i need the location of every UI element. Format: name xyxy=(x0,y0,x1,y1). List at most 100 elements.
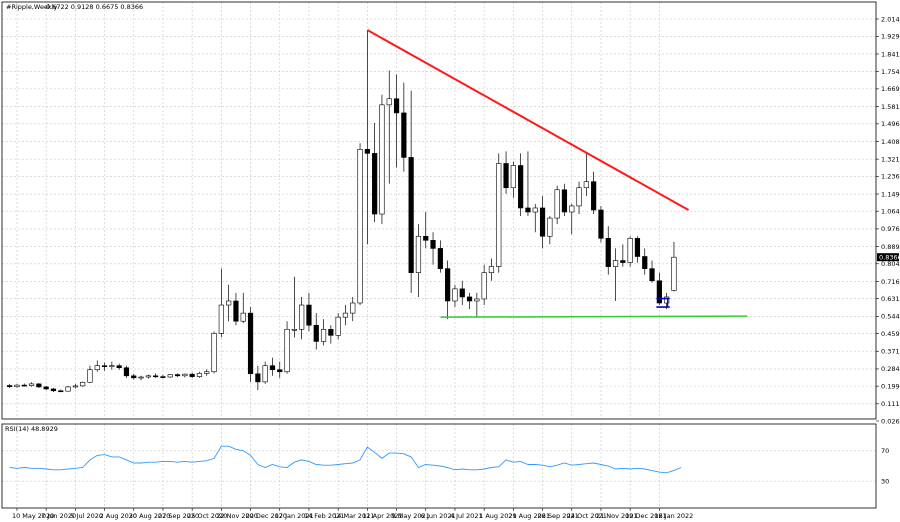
bullish-candle xyxy=(474,298,480,302)
bearish-candle xyxy=(642,256,648,269)
bullish-candle xyxy=(262,365,268,383)
price-tick-label: 1.8415 xyxy=(881,50,900,58)
bullish-candle xyxy=(320,328,327,342)
bullish-candle xyxy=(284,328,290,373)
price-tick-label: 1.1490 xyxy=(881,190,900,198)
price-tick-label: 0.7165 xyxy=(881,278,900,286)
bearish-candle xyxy=(649,268,655,282)
bullish-candle xyxy=(299,304,305,330)
rsi-level-label: 30 xyxy=(881,478,889,486)
price-tick-label: 1.6690 xyxy=(881,85,900,93)
bullish-candle xyxy=(554,189,560,219)
bullish-candle xyxy=(291,328,297,331)
bearish-candle xyxy=(7,385,13,388)
rsi-title: RSI(14) 48.8929 xyxy=(5,425,58,433)
price-tick-label: 1.4085 xyxy=(881,138,900,146)
bullish-candle xyxy=(240,312,246,322)
bearish-candle xyxy=(466,296,473,302)
price-tick-label: 0.1115 xyxy=(881,400,900,408)
bearish-candle xyxy=(313,324,319,342)
bullish-candle xyxy=(612,260,619,267)
bullish-candle xyxy=(452,288,458,302)
bearish-candle xyxy=(437,248,443,269)
rsi-level-label: 70 xyxy=(881,447,889,455)
bullish-candle xyxy=(138,376,144,379)
ohlc-readout: 0.6722 0.9128 0.6675 0.8366 xyxy=(46,3,143,11)
bullish-candle xyxy=(379,104,385,215)
time-tick-label: 10 May 2020 xyxy=(12,512,54,520)
bearish-candle xyxy=(503,163,509,189)
time-tick-label: 27 Sep 2020 xyxy=(158,512,199,520)
time-tick-label: 11 Apr 2021 xyxy=(362,512,402,520)
time-tick-label: 7 Jun 2020 xyxy=(41,512,76,520)
bullish-candle xyxy=(80,381,86,387)
price-tick-label: 1.9290 xyxy=(881,33,900,41)
time-tick-label: 24 Oct 2021 xyxy=(567,512,607,520)
current-price-box xyxy=(877,253,899,262)
bullish-candle xyxy=(65,386,71,392)
bearish-candle xyxy=(598,209,604,239)
price-tick-label: 0.3715 xyxy=(881,348,900,356)
bearish-candle xyxy=(605,238,611,267)
bullish-candle xyxy=(583,181,589,189)
bullish-candle xyxy=(226,300,232,306)
rsi-series xyxy=(9,445,682,474)
bearish-candle xyxy=(21,384,27,387)
bearish-candle xyxy=(58,390,64,393)
bearish-candle xyxy=(656,280,662,304)
price-panel-frame xyxy=(1,1,877,420)
time-tick-label: 1 Aug 2021 xyxy=(479,512,517,520)
price-tick-label: 0.0265 xyxy=(881,417,900,425)
price-axis: 2.0145 1.9290 1.8415 1.7540 1.6690 1.5815 1.49… xyxy=(876,15,900,425)
bearish-candle xyxy=(591,181,597,211)
bearish-candle xyxy=(430,240,436,249)
time-tick-label: 17 Jan 2021 xyxy=(275,512,314,520)
bearish-candle xyxy=(174,374,181,377)
bearish-candle xyxy=(43,386,49,390)
bullish-candle xyxy=(72,385,78,388)
bearish-candle xyxy=(269,365,276,371)
support-line xyxy=(440,315,747,318)
bullish-candle xyxy=(481,272,487,300)
bearish-candle xyxy=(123,367,130,377)
time-tick-label: 26 Sep 2021 xyxy=(538,512,579,520)
time-tick-label: 9 May 2021 xyxy=(392,512,430,520)
time-tick-label: 21 Nov 2021 xyxy=(596,512,638,520)
bullish-candle xyxy=(109,365,115,368)
bullish-candle xyxy=(415,235,422,273)
bearish-candle xyxy=(36,383,42,388)
bullish-candle xyxy=(627,238,633,263)
bearish-candle xyxy=(539,207,546,237)
bullish-candle xyxy=(357,149,363,304)
bearish-candle xyxy=(561,189,568,213)
bullish-candle xyxy=(569,205,575,213)
bullish-candle xyxy=(14,384,20,388)
bullish-candle xyxy=(664,296,670,304)
bullish-candle xyxy=(488,266,495,273)
rsi-grid xyxy=(2,424,876,508)
time-tick-label: 16 Jan 2022 xyxy=(654,512,693,520)
bullish-candle xyxy=(576,187,582,207)
bearish-candle xyxy=(116,365,122,369)
bearish-candle xyxy=(233,300,239,322)
bearish-candle xyxy=(131,375,137,379)
price-tick-label: 0.9765 xyxy=(881,225,900,233)
bullish-candle xyxy=(671,256,677,291)
bullish-candle xyxy=(350,302,356,314)
bullish-candle xyxy=(547,217,553,237)
rsi-panel-frame xyxy=(1,423,877,509)
bearish-candle xyxy=(445,268,451,302)
bearish-candle xyxy=(101,365,108,368)
price-tick-label: 1.4960 xyxy=(881,120,900,128)
bullish-candle xyxy=(510,165,516,189)
trendlines xyxy=(366,29,747,318)
bearish-candle xyxy=(160,376,166,378)
rsi-line xyxy=(9,445,682,474)
symbol-title: #Ripple,Weekly xyxy=(6,3,58,11)
